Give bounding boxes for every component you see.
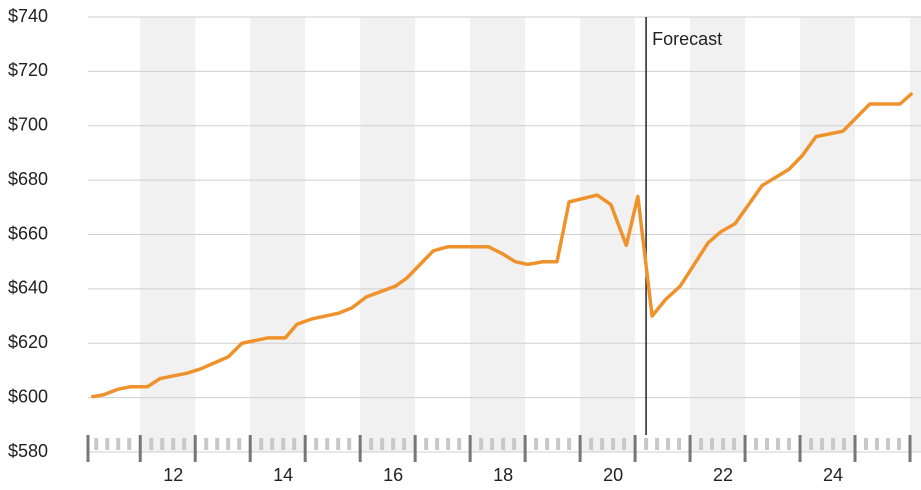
minor-tick	[369, 438, 374, 450]
minor-tick	[545, 438, 550, 450]
minor-tick	[292, 438, 297, 450]
minor-tick	[875, 438, 880, 450]
major-tick	[743, 435, 747, 462]
minor-tick	[105, 438, 110, 450]
minor-tick	[897, 438, 902, 450]
minor-tick	[204, 438, 209, 450]
major-tick	[358, 435, 362, 462]
minor-tick	[380, 438, 385, 450]
x-tick-label: 16	[383, 465, 403, 485]
major-tick	[138, 435, 142, 462]
minor-tick	[710, 438, 715, 450]
minor-tick	[325, 438, 330, 450]
minor-tick	[809, 438, 814, 450]
minor-tick	[457, 438, 462, 450]
major-tick	[413, 435, 417, 462]
x-tick-label: 12	[163, 465, 183, 485]
minor-tick	[314, 438, 319, 450]
minor-tick	[226, 438, 231, 450]
minor-tick	[589, 438, 594, 450]
minor-tick	[116, 438, 121, 450]
minor-tick	[479, 438, 484, 450]
minor-tick	[754, 438, 759, 450]
minor-tick	[490, 438, 495, 450]
minor-tick	[886, 438, 891, 450]
y-tick-label: $740	[8, 6, 48, 26]
minor-tick	[622, 438, 627, 450]
minor-tick	[501, 438, 506, 450]
minor-tick	[732, 438, 737, 450]
minor-tick	[655, 438, 660, 450]
minor-tick	[215, 438, 220, 450]
major-tick	[248, 435, 252, 462]
annotation: Forecast	[652, 29, 722, 49]
y-tick-label: $660	[8, 223, 48, 243]
minor-tick	[171, 438, 176, 450]
minor-tick	[864, 438, 869, 450]
minor-tick	[644, 438, 649, 450]
minor-tick	[336, 438, 341, 450]
minor-tick	[149, 438, 154, 450]
x-tick-label: 22	[713, 465, 733, 485]
minor-tick	[534, 438, 539, 450]
minor-tick	[567, 438, 572, 450]
major-tick	[908, 435, 912, 462]
major-tick	[688, 435, 692, 462]
line	[91, 91, 914, 399]
minor-tick	[842, 438, 847, 450]
minor-tick	[446, 438, 451, 450]
y-tick-label: $620	[8, 332, 48, 352]
minor-tick	[831, 438, 836, 450]
major-tick	[523, 435, 527, 462]
minor-tick	[699, 438, 704, 450]
major-tick	[853, 435, 857, 462]
x-tick-label: 20	[603, 465, 623, 485]
x-tick-label: 24	[823, 465, 843, 485]
y-tick-label: $680	[8, 169, 48, 189]
y-tick-label: $700	[8, 115, 48, 135]
minor-tick	[281, 438, 286, 450]
minor-tick	[94, 438, 99, 450]
minor-tick	[512, 438, 517, 450]
minor-tick	[666, 438, 671, 450]
major-tick	[193, 435, 197, 462]
y-tick-label: $640	[8, 278, 48, 298]
minor-tick	[820, 438, 825, 450]
minor-tick	[127, 438, 132, 450]
major-tick	[86, 435, 90, 462]
major-tick	[303, 435, 307, 462]
minor-tick	[677, 438, 682, 450]
minor-tick	[611, 438, 616, 450]
y-tick-label: $580	[8, 441, 48, 461]
minor-tick	[402, 438, 407, 450]
major-tick	[578, 435, 582, 462]
minor-tick	[776, 438, 781, 450]
minor-tick	[435, 438, 440, 450]
major-tick	[633, 435, 637, 462]
minor-tick	[347, 438, 352, 450]
minor-tick	[556, 438, 561, 450]
x-tick-label: 18	[493, 465, 513, 485]
y-tick-label: $600	[8, 386, 48, 406]
major-tick	[798, 435, 802, 462]
minor-tick	[765, 438, 770, 450]
minor-tick	[721, 438, 726, 450]
minor-tick	[259, 438, 264, 450]
minor-tick	[600, 438, 605, 450]
minor-tick	[424, 438, 429, 450]
x-tick-label: 14	[273, 465, 293, 485]
minor-tick	[787, 438, 792, 450]
major-tick	[468, 435, 472, 462]
minor-tick	[237, 438, 242, 450]
y-tick-label: $720	[8, 60, 48, 80]
minor-tick	[270, 438, 275, 450]
minor-tick	[160, 438, 165, 450]
minor-tick	[391, 438, 396, 450]
minor-tick	[182, 438, 187, 450]
